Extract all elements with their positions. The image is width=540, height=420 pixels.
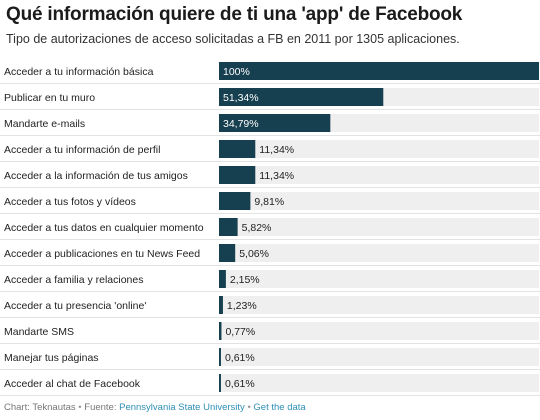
- bar-track: [219, 270, 539, 288]
- category-label: Mandarte SMS: [4, 326, 74, 338]
- category-label: Mandarte e-mails: [4, 118, 85, 130]
- bar: [219, 166, 256, 184]
- bar-track: [219, 296, 539, 314]
- category-label: Publicar en tu muro: [4, 92, 95, 104]
- bar-track: [219, 374, 539, 392]
- category-label: Acceder a tu información básica: [4, 66, 154, 78]
- category-label: Acceder a publicaciones en tu News Feed: [4, 248, 200, 260]
- value-label: 0,77%: [225, 326, 255, 338]
- bar: [219, 348, 221, 366]
- footer-bullet: •: [78, 402, 82, 413]
- value-label: 9,81%: [254, 196, 284, 208]
- category-label: Acceder a tus datos en cualquier momento: [4, 222, 204, 234]
- chart-subtitle: Tipo de autorizaciones de acceso solicit…: [6, 32, 460, 46]
- bar-track: [219, 166, 539, 184]
- bar: [219, 374, 221, 392]
- bar-track: [219, 348, 539, 366]
- bar: [219, 322, 222, 340]
- category-label: Acceder a tus fotos y vídeos: [4, 196, 136, 208]
- category-label: Manejar tus páginas: [4, 352, 99, 364]
- bar-track: [219, 192, 539, 210]
- bar: [219, 218, 238, 236]
- bar-track: [219, 244, 539, 262]
- bar: [219, 296, 223, 314]
- value-label: 11,34%: [259, 144, 294, 156]
- chart-footer: Chart: Teknautas • Fuente: Pennsylvania …: [4, 402, 306, 413]
- value-label: 5,06%: [239, 248, 269, 260]
- source-link[interactable]: Pennsylvania State University: [119, 402, 245, 413]
- value-label: 0,61%: [225, 378, 255, 390]
- bar: [219, 140, 256, 158]
- chart-title: Qué información quiere de ti una 'app' d…: [6, 4, 463, 25]
- category-label: Acceder a tu presencia 'online': [4, 300, 146, 312]
- bar: [219, 192, 251, 210]
- category-label: Acceder a tu información de perfil: [4, 144, 160, 156]
- bar: [219, 270, 226, 288]
- bar-chart: Acceder a tu información básica 100% Publi…: [0, 62, 540, 396]
- value-label: 5,82%: [242, 222, 272, 234]
- bar: [219, 88, 384, 106]
- bar-track: [219, 218, 539, 236]
- category-label: Acceder a la información de tus amigos: [4, 170, 188, 182]
- value-label: 51,34%: [223, 92, 259, 104]
- value-label: 1,23%: [227, 300, 257, 312]
- category-label: Acceder al chat de Facebook: [4, 378, 141, 390]
- source-label: Fuente:: [84, 402, 117, 413]
- bar-track: [219, 322, 539, 340]
- value-label: 100%: [223, 66, 250, 78]
- bar: [219, 62, 539, 80]
- value-label: 34,79%: [223, 118, 259, 130]
- chart-credit: Chart: Teknautas: [4, 402, 76, 413]
- get-data-link[interactable]: Get the data: [253, 402, 306, 413]
- bar: [219, 114, 331, 132]
- value-label: 11,34%: [259, 170, 294, 182]
- value-label: 0,61%: [225, 352, 255, 364]
- bar-track: [219, 140, 539, 158]
- value-label: 2,15%: [230, 274, 260, 286]
- footer-bullet: •: [247, 402, 251, 413]
- category-label: Acceder a familia y relaciones: [4, 274, 143, 286]
- bar: [219, 244, 236, 262]
